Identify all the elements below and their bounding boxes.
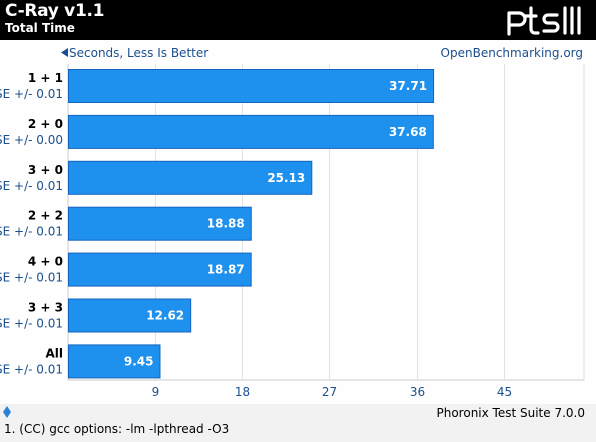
error-label: SE +/- 0.01	[0, 225, 63, 239]
x-tick-label: 18	[235, 385, 250, 399]
bar-value-label: 9.45	[124, 354, 154, 368]
x-tick-label: 9	[152, 385, 160, 399]
category-label: 1 + 1	[28, 71, 63, 85]
chart-header: C-Ray v1.1 Total Time	[0, 0, 596, 40]
error-label: SE +/- 0.01	[0, 179, 63, 193]
bar	[68, 252, 252, 287]
bar	[68, 114, 434, 149]
bar-value-label: 25.13	[267, 171, 305, 185]
bar	[68, 344, 161, 379]
category-label: 4 + 0	[28, 255, 63, 269]
chart-title: C-Ray v1.1	[5, 1, 105, 21]
bar	[68, 298, 192, 333]
footer-suite: Phoronix Test Suite 7.0.0	[436, 406, 586, 420]
bar	[68, 160, 313, 195]
bar-value-label: 12.62	[146, 309, 184, 323]
error-label: SE +/- 0.01	[0, 87, 63, 101]
footer-note: 1. (CC) gcc options: -lm -lpthread -O3	[4, 422, 230, 436]
error-label: SE +/- 0.01	[0, 317, 63, 331]
error-label: SE +/- 0.00	[0, 133, 63, 147]
left-arrow-icon	[61, 48, 68, 57]
x-tick-label: 27	[322, 385, 337, 399]
bar-value-label: 37.71	[389, 79, 427, 93]
category-label: 2 + 0	[28, 117, 63, 131]
bar	[68, 69, 435, 103]
x-tick-label: 45	[497, 385, 512, 399]
bar-value-label: 18.87	[207, 263, 245, 277]
direction-note: Seconds, Less Is Better	[69, 46, 208, 60]
bar-value-label: 37.68	[389, 125, 427, 139]
error-label: SE +/- 0.01	[0, 362, 63, 376]
category-label: All	[45, 346, 63, 360]
category-label: 3 + 3	[28, 301, 63, 315]
chart-footer: Phoronix Test Suite 7.0.0 1. (CC) gcc op…	[0, 404, 596, 442]
bar	[68, 206, 252, 241]
x-tick-label: 36	[410, 385, 425, 399]
chart-subtitle: Total Time	[5, 21, 75, 35]
pts-drop-icon	[3, 406, 11, 418]
category-label: 3 + 0	[28, 163, 63, 177]
error-label: SE +/- 0.01	[0, 271, 63, 285]
source-label: OpenBenchmarking.org	[441, 46, 583, 60]
pts-logo-icon	[507, 6, 581, 36]
category-label: 2 + 2	[28, 209, 63, 223]
bar-chart: Seconds, Less Is Better OpenBenchmarking…	[0, 46, 585, 399]
bar-value-label: 18.88	[207, 217, 245, 231]
